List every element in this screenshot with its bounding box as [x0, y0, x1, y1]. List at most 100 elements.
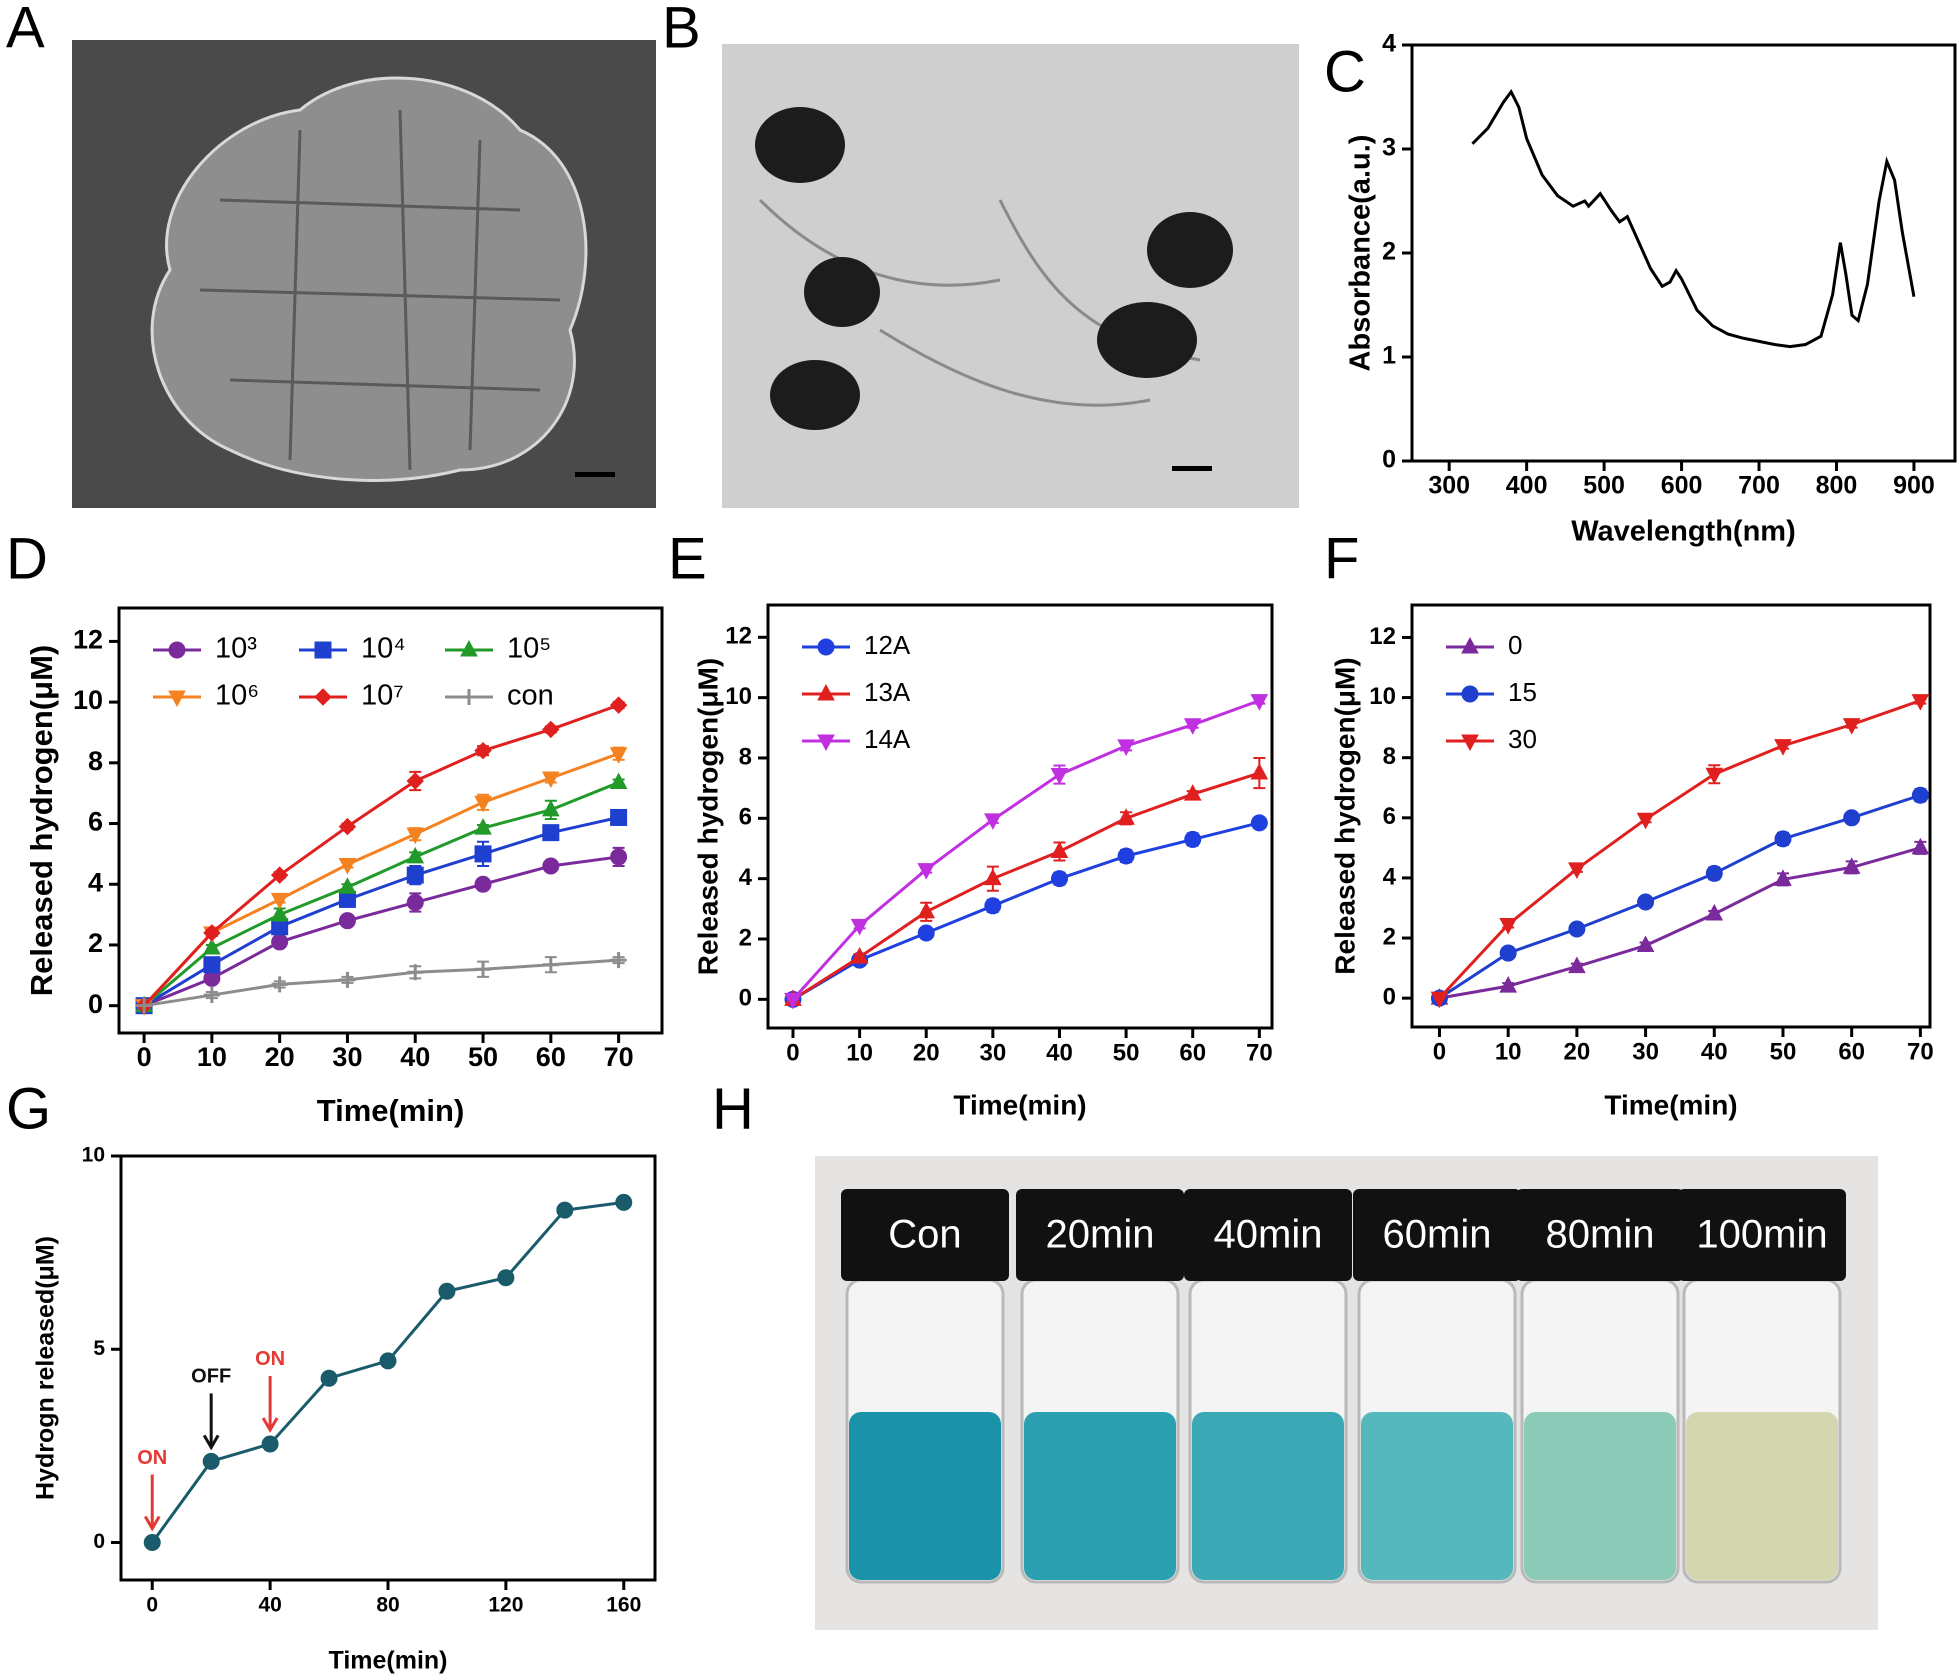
- marker: [314, 641, 332, 659]
- legend-label: 10⁴: [361, 633, 406, 665]
- vial-liquid: [1361, 1412, 1513, 1580]
- x-tick-label: 60: [1179, 1039, 1206, 1066]
- marker: [615, 1193, 633, 1211]
- marker: [817, 683, 835, 701]
- x-tick-label: 10: [1495, 1038, 1522, 1065]
- y-tick-label: 2: [88, 928, 103, 958]
- annotation-arrow: [202, 1393, 220, 1451]
- marker: [542, 857, 560, 875]
- marker: [314, 688, 332, 706]
- y-tick-label: 6: [1383, 803, 1396, 830]
- marker: [542, 824, 560, 842]
- y-tick-label: 4: [1382, 30, 1396, 58]
- y-tick-label: 1: [1382, 342, 1396, 370]
- y-tick-label: 2: [1382, 238, 1396, 266]
- annotation: ON: [137, 1447, 167, 1469]
- x-tick-label: 300: [1428, 472, 1470, 500]
- y-tick-label: 8: [739, 743, 752, 770]
- marker: [1636, 812, 1655, 830]
- marker: [438, 1282, 456, 1300]
- x-tick-label: 0: [137, 1042, 152, 1072]
- annotation: OFF: [191, 1366, 231, 1388]
- x-tick-label: 70: [604, 1042, 634, 1072]
- marker: [203, 987, 220, 1004]
- marker: [984, 813, 1002, 830]
- legend-label: con: [507, 680, 554, 712]
- marker: [1842, 857, 1861, 874]
- y-tick-label: 10: [1369, 683, 1396, 710]
- vial-cap: [1353, 1189, 1521, 1281]
- x-axis-title: Time(min): [1604, 1089, 1737, 1120]
- y-tick-label: 8: [88, 746, 103, 776]
- marker: [541, 799, 560, 817]
- legend-label: 0: [1508, 630, 1522, 660]
- marker: [1499, 944, 1517, 962]
- data-line: [1438, 793, 1921, 1000]
- x-tick-label: 0: [1433, 1038, 1446, 1065]
- marker: [203, 937, 221, 955]
- marker: [338, 890, 356, 908]
- marker: [610, 848, 628, 866]
- y-tick-label: 3: [1382, 134, 1396, 162]
- x-axis-title: Time(min): [953, 1089, 1086, 1120]
- marker: [460, 639, 478, 657]
- legend-label: 13A: [864, 677, 911, 707]
- legend-label: 12A: [864, 630, 911, 660]
- x-tick-label: 60: [536, 1042, 566, 1072]
- annotation: ON: [255, 1348, 285, 1370]
- y-tick-label: 0: [1382, 446, 1396, 474]
- y-tick-label: 0: [88, 989, 103, 1019]
- marker: [203, 924, 221, 942]
- marker: [1117, 808, 1135, 825]
- legend-label: 15: [1508, 677, 1537, 707]
- marker: [474, 795, 492, 813]
- marker: [1705, 767, 1724, 785]
- legend-label: 10³: [215, 633, 257, 665]
- x-tick-label: 900: [1893, 472, 1935, 500]
- panel-letter: D: [6, 527, 48, 592]
- x-tick-label: 10: [846, 1039, 873, 1066]
- marker: [984, 897, 1002, 915]
- marker: [261, 1435, 279, 1453]
- vial-cap: [1678, 1189, 1846, 1281]
- marker: [271, 933, 289, 951]
- marker: [1183, 718, 1202, 735]
- marker: [202, 1452, 220, 1470]
- panel-letter: B: [662, 0, 701, 61]
- marker: [817, 734, 835, 752]
- panel-letter: F: [1324, 527, 1359, 592]
- vial-cap: [1516, 1189, 1684, 1281]
- marker: [461, 689, 477, 705]
- x-tick-label: 40: [258, 1594, 281, 1617]
- y-tick-label: 4: [1383, 863, 1397, 890]
- x-tick-label: 120: [488, 1594, 523, 1617]
- marker: [609, 696, 628, 714]
- marker: [609, 747, 628, 764]
- y-tick-label: 0: [93, 1530, 105, 1553]
- x-tick-label: 160: [606, 1594, 641, 1617]
- data-line: [143, 958, 619, 1008]
- x-tick-label: 40: [400, 1042, 430, 1072]
- marker: [610, 808, 628, 826]
- marker: [338, 877, 357, 894]
- marker: [271, 976, 288, 993]
- marker: [850, 918, 869, 936]
- x-tick-label: 40: [1701, 1038, 1728, 1065]
- marker: [610, 952, 627, 969]
- plot-frame: [766, 603, 1274, 1030]
- marker: [1250, 694, 1269, 711]
- data-line: [142, 752, 620, 1007]
- y-tick-label: 4: [88, 867, 103, 897]
- marker: [1461, 636, 1479, 654]
- marker: [406, 846, 425, 864]
- marker: [1461, 734, 1479, 752]
- marker: [1250, 814, 1268, 832]
- marker: [168, 690, 186, 708]
- marker: [1184, 830, 1202, 848]
- x-tick-label: 700: [1738, 472, 1780, 500]
- marker: [1705, 903, 1724, 921]
- x-tick-label: 500: [1583, 472, 1625, 500]
- marker: [497, 1269, 515, 1287]
- plot-frame: [1410, 43, 1957, 463]
